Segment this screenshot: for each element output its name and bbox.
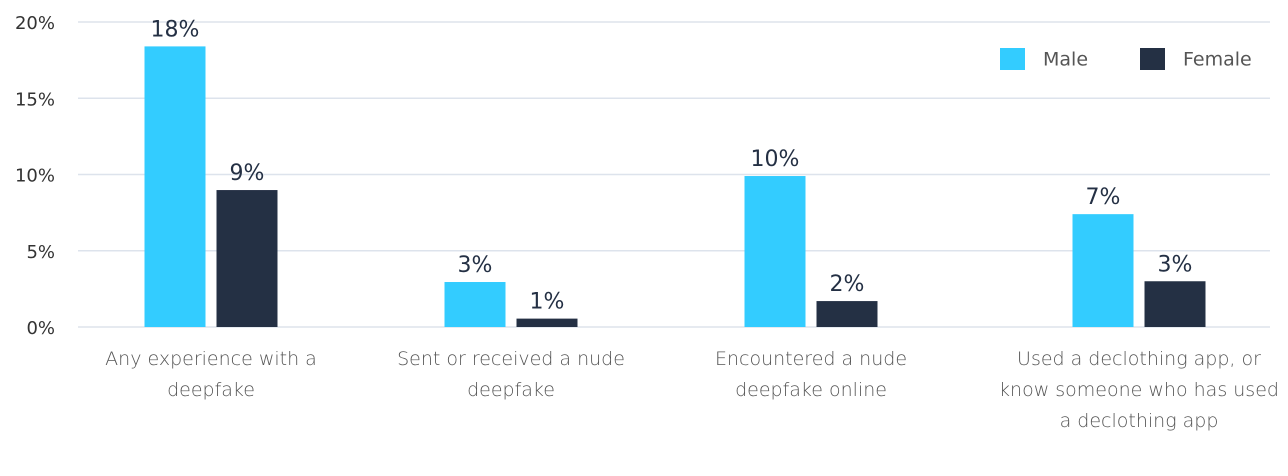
bar <box>1144 281 1206 327</box>
bar <box>744 176 806 327</box>
bar <box>444 282 506 327</box>
y-tick-label: 10% <box>15 166 55 187</box>
data-label: 10% <box>751 147 800 172</box>
data-label: 18% <box>151 17 200 42</box>
legend-swatch <box>1140 48 1165 70</box>
x-tick-label: Encountered a nude deepfake online <box>714 348 908 401</box>
x-tick-label: Sent or received a nude deepfake <box>397 348 625 401</box>
bar <box>216 190 278 327</box>
legend-label: Male <box>1043 49 1088 71</box>
x-tick-label: Used a declothing app, or know someone w… <box>999 348 1279 432</box>
legend-swatch <box>1000 48 1025 70</box>
data-label: 9% <box>230 161 265 186</box>
y-tick-label: 20% <box>15 13 55 34</box>
bar <box>144 46 206 328</box>
bar <box>1072 214 1134 327</box>
data-label: 3% <box>1158 252 1193 277</box>
legend-label: Female <box>1183 49 1252 71</box>
data-label: 1% <box>530 290 565 315</box>
data-label: 3% <box>458 253 493 278</box>
y-tick-label: 5% <box>26 242 55 263</box>
data-label: 2% <box>830 272 865 297</box>
bar <box>816 301 878 327</box>
y-tick-label: 15% <box>15 89 55 110</box>
data-label: 7% <box>1086 185 1121 210</box>
y-tick-label: 0% <box>26 318 55 339</box>
bar <box>516 318 578 327</box>
x-tick-label: Any experience with a deepfake <box>105 348 317 401</box>
